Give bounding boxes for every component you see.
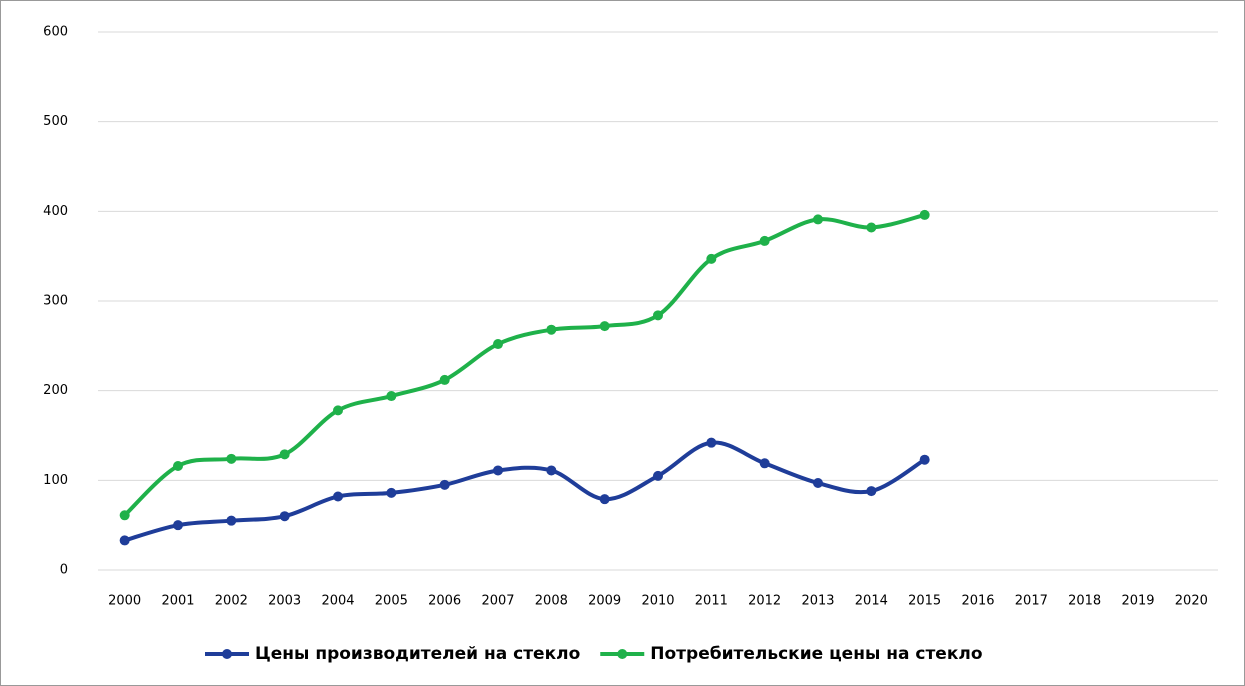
data-point <box>813 478 823 489</box>
y-tick-label: 200 <box>43 383 68 398</box>
data-point <box>173 460 183 471</box>
data-point <box>759 458 770 469</box>
data-point <box>226 453 237 464</box>
x-tick-label: 2010 <box>641 594 674 609</box>
data-point <box>439 479 450 490</box>
data-point <box>173 520 183 531</box>
x-tick-label: 2002 <box>215 594 248 609</box>
y-tick-label: 300 <box>43 294 68 309</box>
data-point <box>919 454 930 465</box>
x-tick-label: 2019 <box>1121 594 1154 609</box>
data-point <box>706 437 717 448</box>
x-tick-label: 2018 <box>1068 594 1101 609</box>
data-point <box>119 510 130 521</box>
x-tick-label: 2007 <box>481 594 514 609</box>
series-line <box>122 440 927 543</box>
x-tick-label: 2014 <box>855 594 888 609</box>
series-line <box>122 212 927 518</box>
x-tick-label: 2016 <box>961 594 994 609</box>
data-point <box>279 511 290 522</box>
x-tick-label: 2000 <box>108 594 141 609</box>
legend: Цены производителей на стекло Потребитель… <box>205 644 983 664</box>
data-point <box>866 222 877 233</box>
data-point <box>653 310 663 321</box>
x-tick-label: 2005 <box>375 594 408 609</box>
x-tick-label: 2012 <box>748 594 781 609</box>
y-tick-label: 500 <box>43 114 68 129</box>
x-tick-label: 2013 <box>801 594 834 609</box>
legend-label: Потребительские цены на стекло <box>650 644 982 664</box>
x-tick-label: 2020 <box>1175 594 1208 609</box>
x-tick-label: 2009 <box>588 594 621 609</box>
legend-label: Цены производителей на стекло <box>255 644 580 664</box>
data-point <box>599 321 610 332</box>
data-point <box>546 324 557 335</box>
legend-marker <box>222 649 232 659</box>
data-point <box>333 405 343 416</box>
data-point <box>546 465 557 476</box>
x-tick-label: 2006 <box>428 594 461 609</box>
data-point <box>439 374 450 385</box>
x-tick-label: 2001 <box>161 594 194 609</box>
x-tick-label: 2003 <box>268 594 301 609</box>
data-point <box>653 470 663 481</box>
data-point <box>333 491 343 502</box>
y-tick-label: 0 <box>60 563 68 578</box>
data-point <box>119 535 130 546</box>
x-tick-label: 2004 <box>321 594 354 609</box>
data-point <box>493 339 503 350</box>
data-point <box>279 449 290 460</box>
data-point <box>813 214 823 225</box>
data-point <box>866 486 877 497</box>
data-point <box>386 391 397 402</box>
x-tick-label: 2008 <box>535 594 568 609</box>
data-point <box>226 515 237 526</box>
x-tick-label: 2015 <box>908 594 941 609</box>
x-tick-label: 2011 <box>695 594 728 609</box>
y-tick-label: 100 <box>43 473 68 488</box>
x-tick-label: 2017 <box>1015 594 1048 609</box>
data-point <box>493 465 503 476</box>
y-tick-label: 400 <box>43 204 68 219</box>
data-point <box>919 209 930 220</box>
data-point <box>706 253 717 264</box>
legend-marker <box>617 649 628 659</box>
data-point <box>386 487 397 498</box>
data-point <box>759 235 770 246</box>
y-tick-label: 600 <box>43 25 68 40</box>
data-point <box>599 494 610 505</box>
